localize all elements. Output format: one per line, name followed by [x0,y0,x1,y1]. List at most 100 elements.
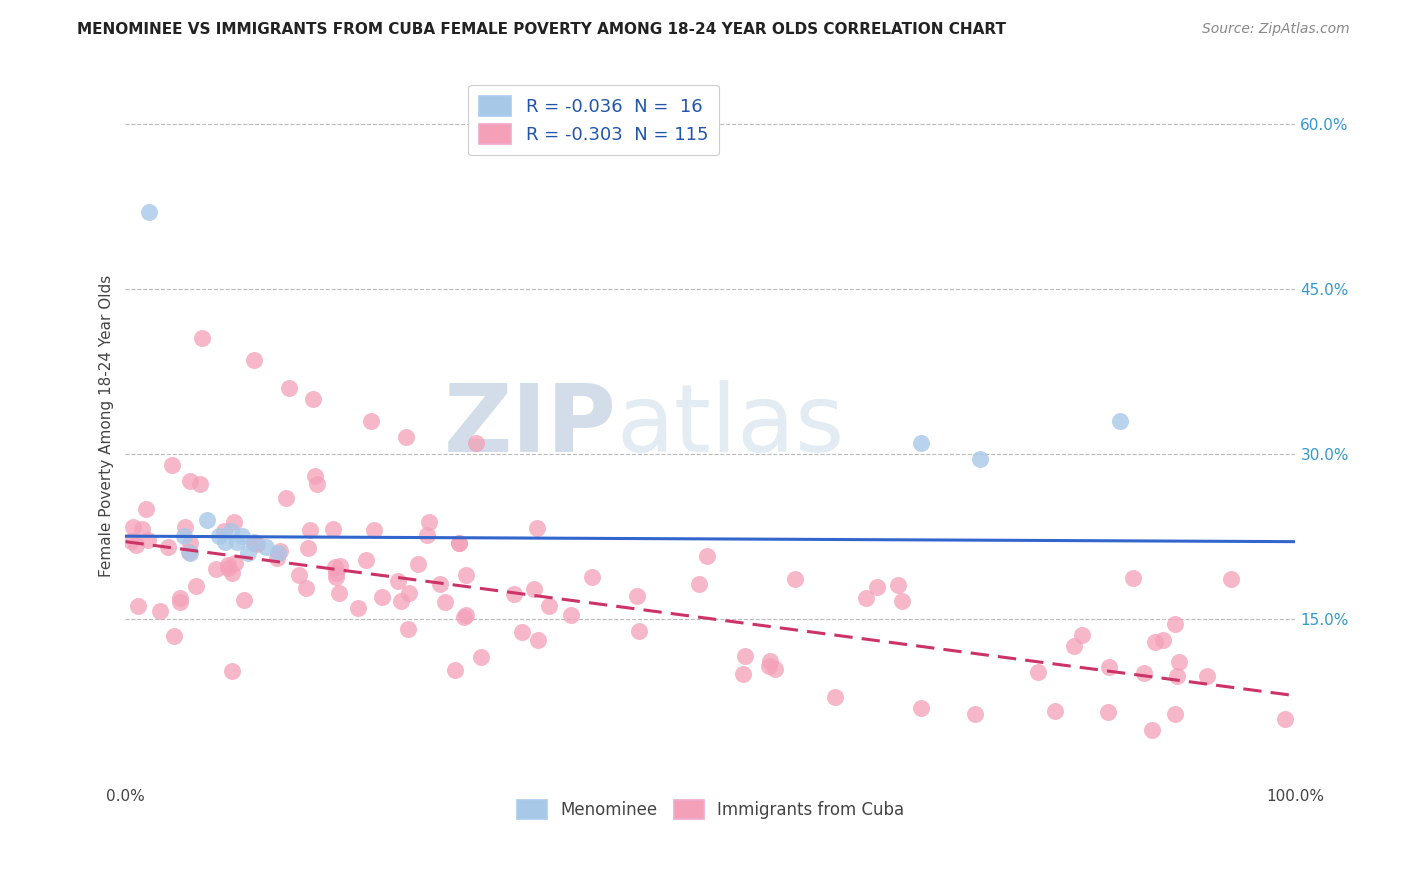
Point [325,566,347,580]
Point [1098,659,1121,673]
Point [389,593,412,607]
Point [328,586,350,600]
Point [433,595,456,609]
Point [1274,712,1296,726]
Point [224,515,246,529]
Point [398,586,420,600]
Point [963,706,986,721]
Point [231,529,253,543]
Point [1045,704,1067,718]
Point [418,515,440,529]
Text: MENOMINEE VS IMMIGRANTS FROM CUBA FEMALE POVERTY AMONG 18-24 YEAR OLDS CORRELATI: MENOMINEE VS IMMIGRANTS FROM CUBA FEMALE… [77,22,1007,37]
Point [301,392,323,406]
Point [266,546,288,560]
Point [526,632,548,647]
Point [205,562,228,576]
Point [363,523,385,537]
Legend: Menominee, Immigrants from Cuba: Menominee, Immigrants from Cuba [510,793,911,825]
Point [233,592,256,607]
Point [865,580,887,594]
Point [173,529,195,543]
Point [224,556,246,570]
Point [444,663,467,677]
Point [453,610,475,624]
Point [510,625,533,640]
Y-axis label: Female Poverty Among 18-24 Year Olds: Female Poverty Among 18-24 Year Olds [100,275,114,577]
Point [162,458,184,472]
Point [325,570,347,584]
Point [325,559,347,574]
Point [179,535,201,549]
Point [131,522,153,536]
Point [454,568,477,582]
Text: Source: ZipAtlas.com: Source: ZipAtlas.com [1202,22,1350,37]
Point [416,528,439,542]
Point [886,578,908,592]
Point [297,541,319,555]
Point [149,604,172,618]
Point [758,659,780,673]
Point [208,529,231,543]
Point [1164,617,1187,632]
Point [254,540,277,554]
Point [243,353,266,368]
Point [696,549,718,564]
Point [969,452,991,467]
Point [1063,639,1085,653]
Point [537,599,560,613]
Point [221,664,243,678]
Point [1140,723,1163,738]
Point [125,538,148,552]
Point [269,543,291,558]
Point [190,331,212,345]
Point [855,591,877,605]
Point [371,590,394,604]
Point [322,522,344,536]
Point [329,558,352,573]
Point [890,594,912,608]
Point [179,475,201,489]
Point [395,430,418,444]
Point [217,558,239,572]
Point [127,599,149,613]
Point [163,629,186,643]
Point [1097,705,1119,719]
Point [184,579,207,593]
Point [406,558,429,572]
Point [174,520,197,534]
Point [470,649,492,664]
Point [274,491,297,505]
Point [910,701,932,715]
Text: ZIP: ZIP [444,380,617,472]
Point [626,589,648,603]
Point [387,574,409,588]
Point [396,622,419,636]
Point [731,667,754,681]
Point [157,540,180,554]
Point [581,570,603,584]
Point [121,519,143,533]
Point [219,524,242,538]
Point [526,521,548,535]
Point [523,582,546,596]
Point [354,553,377,567]
Point [1164,706,1187,721]
Point [734,649,756,664]
Point [360,414,382,428]
Point [449,535,471,549]
Point [783,573,806,587]
Point [179,546,201,560]
Point [1220,572,1243,586]
Point [447,536,470,550]
Point [688,577,710,591]
Point [1070,628,1092,642]
Point [243,534,266,549]
Point [824,690,846,704]
Point [295,581,318,595]
Point [169,594,191,608]
Point [1026,665,1049,680]
Point [1144,635,1167,649]
Point [1109,414,1132,428]
Point [195,513,218,527]
Point [135,501,157,516]
